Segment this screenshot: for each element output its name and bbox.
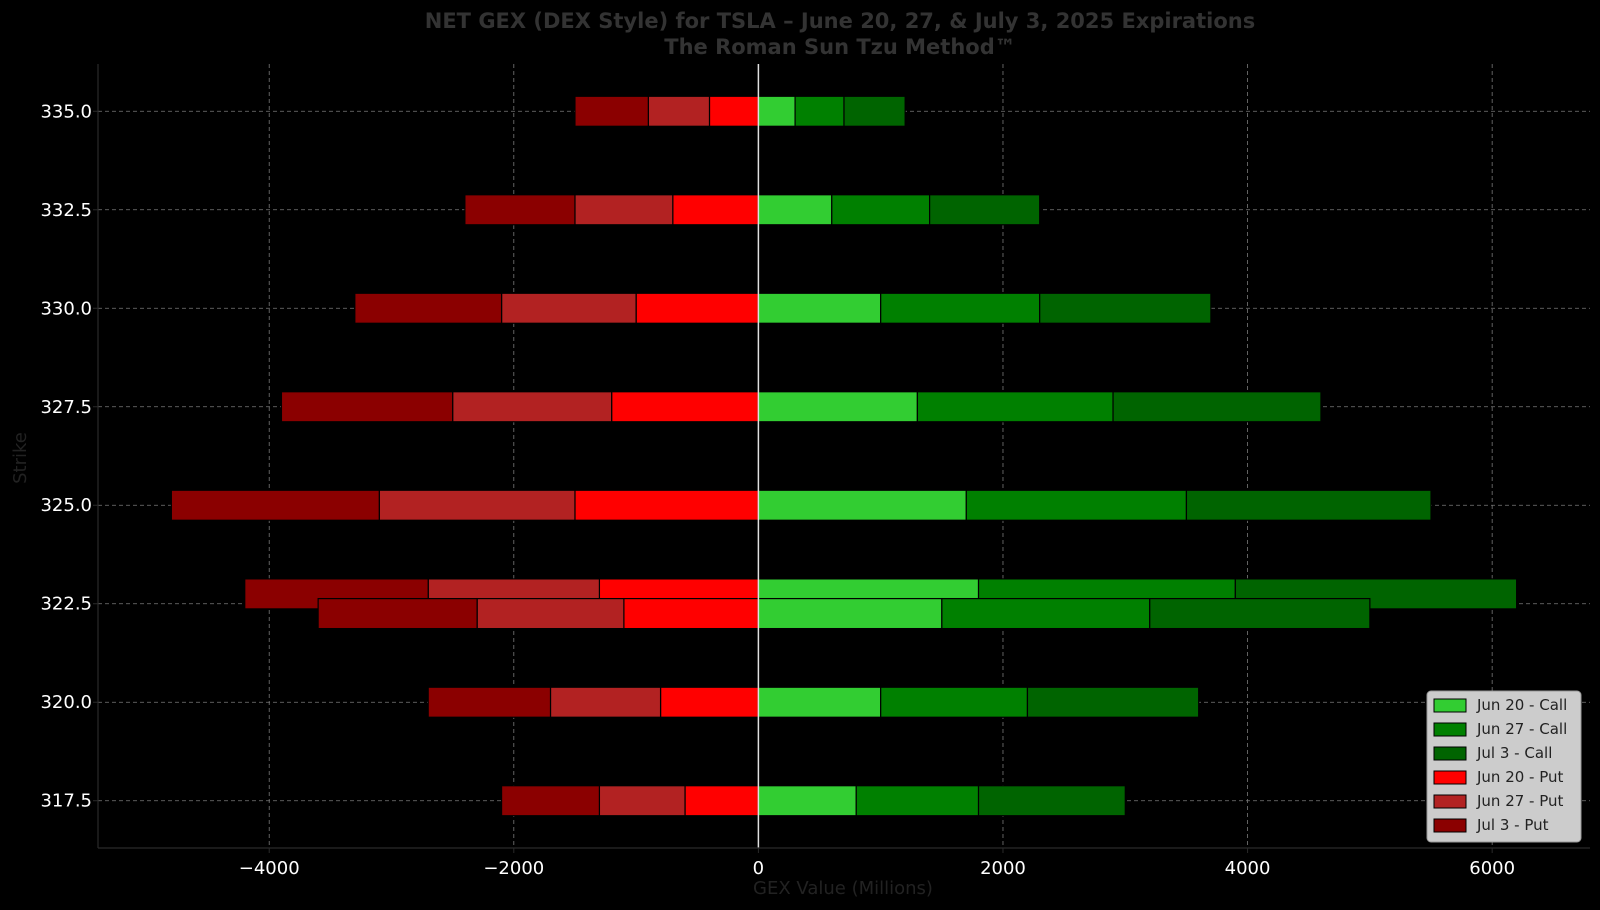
axes-layer: −4000 −2000 0 2000 4000 6000 335.0 332.5 330.0 32… — [40, 64, 1590, 879]
bar-jun-27-call — [941, 597, 1151, 630]
bar-jun-27-put — [452, 391, 613, 423]
bar-jul-3-put — [170, 489, 380, 521]
y-tick-label: 325.0 — [40, 495, 92, 516]
bar-jun-27-put — [476, 597, 625, 630]
legend-label: Jun 27 - Put — [1476, 792, 1564, 810]
bar-jun-20-put — [708, 95, 759, 127]
bar-jun-27-call — [916, 391, 1114, 423]
bar-jun-27-put — [647, 95, 711, 127]
bar-jul-3-call — [1149, 597, 1371, 630]
x-tick-label: −2000 — [483, 858, 544, 879]
bar-jun-27-call — [880, 292, 1041, 324]
y-tick-label: 327.5 — [40, 397, 92, 418]
bar-jul-3-call — [843, 95, 906, 127]
bar-jul-3-put — [500, 785, 601, 817]
bar-jul-3-call — [1112, 391, 1322, 423]
bars-layer — [170, 95, 1518, 817]
bar-jun-20-call — [757, 785, 857, 817]
y-tick-label: 322.5 — [40, 594, 92, 615]
x-axis-label: GEX Value (Millions) — [753, 878, 933, 899]
bar-jul-3-call — [929, 194, 1041, 226]
legend-label: Jun 20 - Put — [1476, 768, 1564, 786]
bar-jun-20-put — [574, 489, 759, 521]
legend-label: Jun 20 - Call — [1476, 696, 1567, 714]
bar-jun-27-put — [378, 489, 576, 521]
legend-label: Jun 27 - Call — [1476, 720, 1567, 738]
bar-jun-20-put — [635, 292, 759, 324]
bar-jul-3-put — [464, 194, 576, 226]
bar-jun-27-call — [794, 95, 845, 127]
bar-jun-20-put — [659, 686, 759, 718]
chart-title: NET GEX (DEX Style) for TSLA – June 20, … — [425, 9, 1255, 33]
bar-jun-20-call — [757, 686, 882, 718]
grid-lines — [98, 64, 1590, 848]
bar-jul-3-put — [317, 597, 478, 630]
bar-jun-27-call — [880, 686, 1029, 718]
legend-label: Jul 3 - Call — [1476, 744, 1552, 762]
legend-swatch — [1433, 698, 1467, 713]
legend: Jun 20 - Call Jun 27 - Call Jul 3 - Call Ju… — [1426, 690, 1582, 843]
bar-jun-20-call — [757, 597, 943, 630]
bar-jul-3-call — [1185, 489, 1432, 521]
bar-jun-20-call — [757, 489, 967, 521]
bar-jul-3-call — [1026, 686, 1200, 718]
bar-jun-27-call — [965, 489, 1188, 521]
y-tick-label: 317.5 — [40, 791, 92, 812]
x-tick-label: −4000 — [239, 858, 300, 879]
bar-jun-27-put — [549, 686, 662, 718]
bar-jul-3-call — [1039, 292, 1212, 324]
legend-label: Jul 3 - Put — [1476, 816, 1549, 834]
y-tick-label: 332.5 — [40, 200, 92, 221]
bar-jun-27-call — [855, 785, 980, 817]
chart-subtitle: The Roman Sun Tzu Method™ — [664, 35, 1015, 59]
legend-swatch — [1433, 722, 1467, 737]
bar-jun-20-call — [757, 194, 833, 226]
bar-jun-27-call — [831, 194, 931, 226]
x-tick-label: 6000 — [1469, 858, 1515, 879]
y-tick-label: 335.0 — [40, 101, 92, 122]
legend-swatch — [1433, 794, 1467, 809]
y-tick-label: 330.0 — [40, 298, 92, 319]
bar-jul-3-put — [280, 391, 454, 423]
bar-jun-20-call — [757, 292, 882, 324]
bar-jun-20-put — [623, 597, 759, 630]
bar-jul-3-put — [354, 292, 503, 324]
legend-swatch — [1433, 770, 1467, 785]
bar-jun-27-put — [574, 194, 674, 226]
x-tick-label: 0 — [753, 858, 764, 879]
bar-jul-3-put — [574, 95, 649, 127]
bar-jul-3-put — [427, 686, 552, 718]
y-axis-label: Strike — [10, 432, 31, 484]
legend-swatch — [1433, 818, 1467, 833]
bar-jun-20-put — [611, 391, 759, 423]
x-tick-label: 4000 — [1225, 858, 1271, 879]
bar-jun-27-put — [598, 785, 686, 817]
bar-jun-20-put — [684, 785, 759, 817]
y-tick-label: 320.0 — [40, 692, 92, 713]
bar-jun-20-call — [757, 391, 918, 423]
bar-jul-3-call — [977, 785, 1126, 817]
x-tick-label: 2000 — [980, 858, 1026, 879]
legend-swatch — [1433, 746, 1467, 761]
bar-jun-20-put — [672, 194, 759, 226]
bar-jun-27-put — [500, 292, 637, 324]
bar-jun-20-call — [757, 95, 796, 127]
